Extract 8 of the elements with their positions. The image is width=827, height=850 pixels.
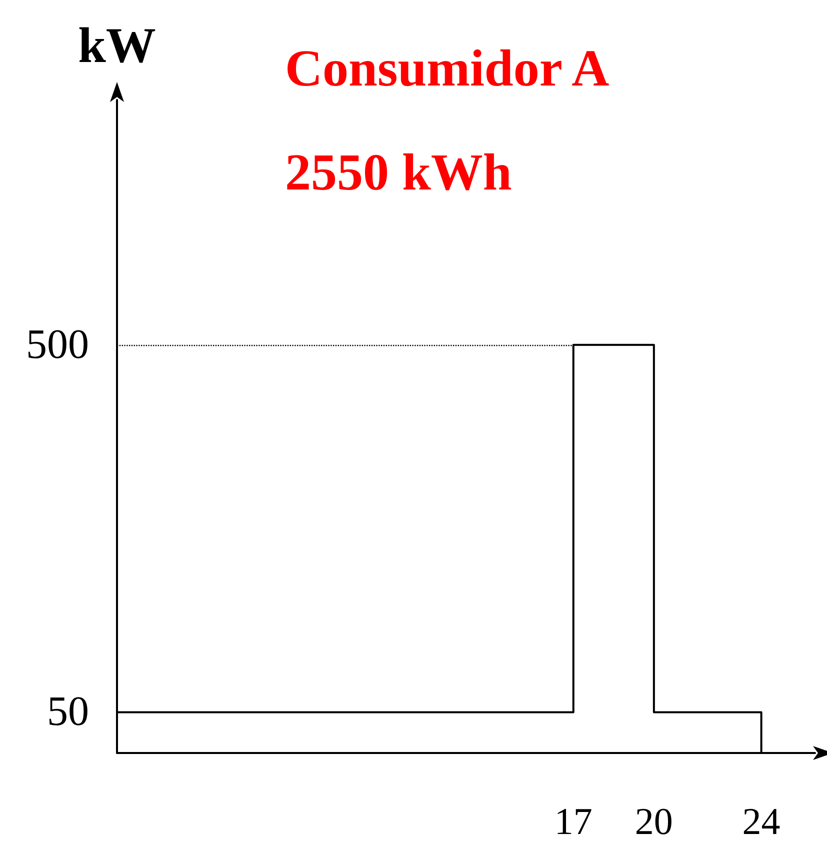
y-axis-title: kW	[78, 17, 156, 73]
x-tick-label: 20	[634, 801, 673, 843]
y-tick-label: 500	[26, 322, 89, 368]
x-tick-label: 17	[554, 801, 592, 843]
x-tick-label: 24	[742, 801, 780, 843]
text: 2550 kWh	[285, 144, 512, 202]
y-tick-label: 50	[47, 689, 89, 736]
chart-title: Consumidor A	[285, 40, 610, 98]
